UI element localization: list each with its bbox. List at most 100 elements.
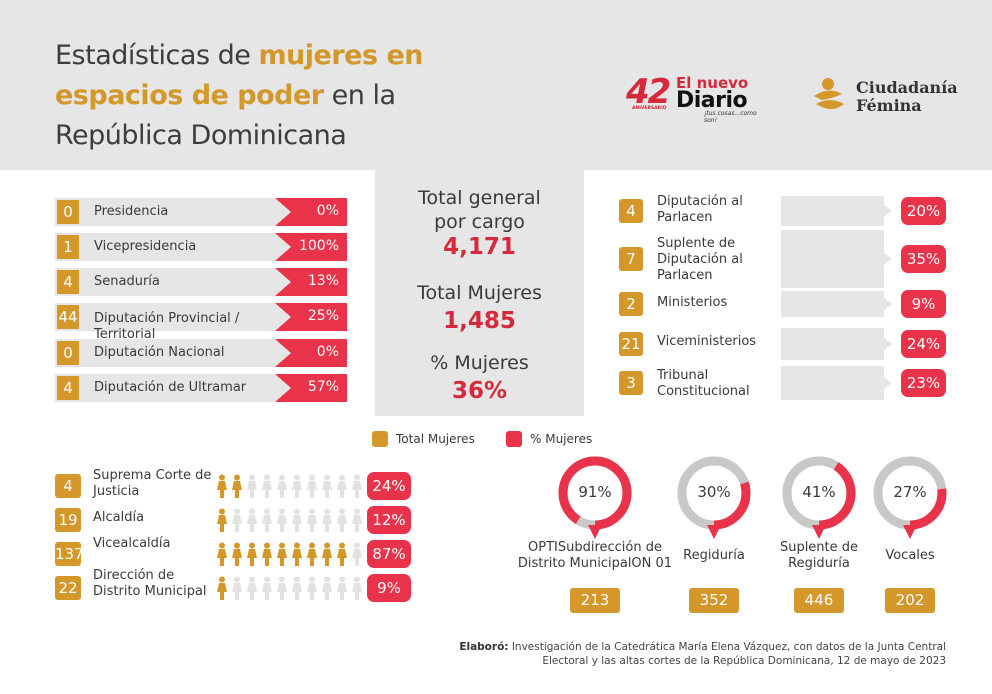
- pct-badge: 12%: [367, 506, 411, 534]
- person-icon-empty: [262, 474, 272, 498]
- count-badge: 1: [57, 235, 79, 259]
- total-general-label-2: por cargo: [434, 211, 525, 233]
- list-item: 4 Senaduría 13%: [55, 268, 347, 296]
- donut-chart: 91%: [557, 455, 633, 545]
- person-icon-filled: [277, 542, 287, 566]
- pct-badge: 0%: [275, 198, 347, 226]
- person-icon-empty: [277, 576, 287, 600]
- position-label: Vicepresidencia: [94, 239, 197, 254]
- arrow-pointer: [884, 298, 892, 310]
- arrow-pointer: [884, 338, 892, 350]
- person-icons: [217, 542, 362, 566]
- position-label: Presidencia: [94, 204, 169, 219]
- donut-pointer: [707, 525, 721, 539]
- donut-pointer: [903, 525, 917, 539]
- position-label: Alcaldía: [93, 510, 145, 525]
- footer-line-1: Investigación de la Catedrática María El…: [508, 641, 946, 653]
- person-icon-empty: [307, 474, 317, 498]
- position-label: Vicealcaldía: [93, 536, 171, 551]
- count-badge: 446: [794, 588, 844, 613]
- person-icon-empty: [232, 508, 242, 532]
- gray-bar: [781, 196, 884, 226]
- donut-svg: [873, 456, 947, 539]
- list-item: 1 Vicepresidencia 100%: [55, 233, 347, 261]
- donut-svg: [782, 456, 856, 539]
- gray-bar: [781, 291, 884, 317]
- person-icon-empty: [247, 474, 257, 498]
- donut-pct-label: 41%: [802, 483, 836, 501]
- position-label: Diputación al Parlacen: [657, 194, 743, 225]
- pct-badge: 0%: [275, 339, 347, 367]
- position-label: Diputación Nacional: [94, 345, 225, 360]
- list-item: 4 Suprema Corte de Justicia 24%: [55, 468, 415, 500]
- person-icon-filled: [307, 542, 317, 566]
- list-item: 4 Diputación de Ultramar 57%: [55, 374, 347, 402]
- person-icon-filled: [247, 542, 257, 566]
- list-item: 137 Vicealcaldía 87%: [55, 536, 415, 568]
- person-icons: [217, 474, 362, 498]
- position-label: Senaduría: [94, 274, 160, 289]
- list-item: 44 Diputación Provincial / Territorial 2…: [55, 303, 347, 342]
- position-label: Dirección de Distrito Municipal: [93, 568, 207, 599]
- count-badge: 213: [570, 588, 620, 613]
- pct-badge: 13%: [275, 268, 347, 296]
- footer-line-2: Electoral y las altas cortes de la Repúb…: [542, 655, 946, 667]
- pct-mujeres-label: % Mujeres: [430, 352, 529, 374]
- person-icons: [217, 576, 362, 600]
- person-icon-empty: [247, 508, 257, 532]
- count-badge: 202: [885, 588, 935, 613]
- donut-chart: 27%: [872, 455, 948, 545]
- page-title: Estadísticas de mujeres en espacios de p…: [55, 40, 423, 151]
- person-icon-empty: [322, 576, 332, 600]
- legend-pct-label: % Mujeres: [530, 432, 593, 446]
- gray-bar: [781, 230, 884, 288]
- person-icon-empty: [292, 508, 302, 532]
- pct-badge: 9%: [901, 290, 946, 318]
- ciudadania-femina-logo: Ciudadanía Fémina: [812, 74, 962, 118]
- arrow-pointer: [884, 253, 892, 265]
- person-icon-filled: [262, 542, 272, 566]
- count-badge: 0: [57, 200, 79, 224]
- donut-pointer: [588, 525, 602, 539]
- position-label: Suplente de Diputación al Parlacen: [657, 236, 743, 283]
- position-label: Diputación de Ultramar: [94, 380, 247, 395]
- count-badge: 22: [55, 576, 81, 600]
- person-icon-empty: [277, 474, 287, 498]
- legend-swatch-gold: [372, 431, 388, 447]
- person-icon-filled: [217, 508, 227, 532]
- person-icon-empty: [262, 508, 272, 532]
- pct-badge: 35%: [901, 245, 946, 273]
- gray-bar: [781, 328, 884, 360]
- pct-badge: 24%: [367, 472, 411, 500]
- person-icon-empty: [352, 576, 362, 600]
- count-badge: 352: [689, 588, 739, 613]
- pct-badge: 23%: [901, 369, 946, 397]
- donut-pct-label: 27%: [893, 483, 927, 501]
- donut-pct-label: 91%: [578, 483, 612, 501]
- position-label: Ministerios: [657, 295, 728, 310]
- person-icons: [217, 508, 362, 532]
- person-icon-filled: [217, 576, 227, 600]
- list-item: 19 Alcaldía 12%: [55, 506, 415, 534]
- total-mujeres-label: Total Mujeres: [417, 282, 542, 304]
- footer-prefix: Elaboró:: [459, 641, 509, 653]
- total-general-label: Total general: [418, 187, 541, 209]
- count-badge: 4: [57, 270, 79, 294]
- pct-badge: 57%: [275, 374, 347, 402]
- person-icon-empty: [337, 474, 347, 498]
- person-icon-empty: [277, 508, 287, 532]
- count-badge: 7: [619, 247, 643, 271]
- person-icon-empty: [247, 576, 257, 600]
- donut-chart: 41%: [781, 455, 857, 545]
- count-badge: 0: [57, 341, 79, 365]
- person-icon-empty: [292, 576, 302, 600]
- count-badge: 3: [619, 371, 643, 395]
- legend-total-label: Total Mujeres: [396, 432, 475, 446]
- legend-swatch-red: [506, 431, 522, 447]
- donut-chart: 30%: [676, 455, 752, 545]
- arrow-pointer: [884, 377, 892, 389]
- person-icon-empty: [322, 474, 332, 498]
- count-badge: 4: [57, 376, 79, 400]
- person-icon-empty: [337, 576, 347, 600]
- donut-pct-label: 30%: [697, 483, 731, 501]
